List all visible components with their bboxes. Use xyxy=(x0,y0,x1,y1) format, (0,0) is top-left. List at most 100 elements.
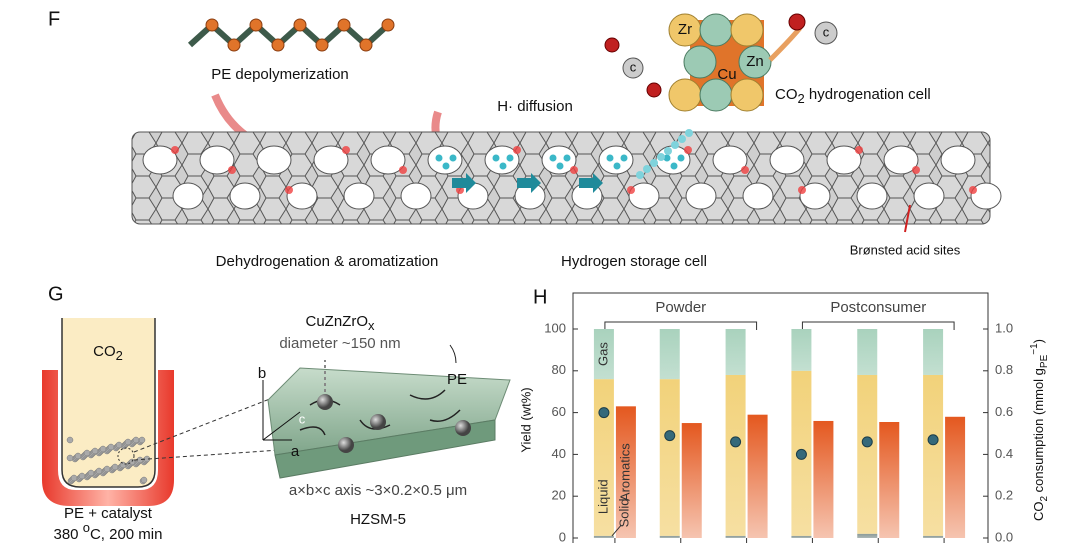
atom-label: Zr xyxy=(678,21,692,38)
atom-o xyxy=(646,82,662,98)
co2-dot xyxy=(664,430,676,442)
bead xyxy=(78,472,86,480)
label: CO2 hydrogenation cell xyxy=(775,86,931,106)
label: diameter ~150 nm xyxy=(279,335,400,352)
zoom-circle xyxy=(117,447,135,465)
acid-site xyxy=(513,146,521,154)
series-label: Gas xyxy=(595,342,610,366)
y2-tick-label: 0.4 xyxy=(995,446,1013,461)
acid-site xyxy=(684,146,692,154)
pore xyxy=(541,145,577,175)
heating-jacket xyxy=(42,370,174,506)
stacked-bar xyxy=(923,535,944,538)
atom-zr xyxy=(730,78,764,112)
pore xyxy=(199,145,235,175)
crystal-axes xyxy=(262,380,301,441)
pores xyxy=(142,129,1002,210)
co2-dot xyxy=(861,436,873,448)
flow-arrow xyxy=(517,173,541,193)
hydrogen xyxy=(549,154,557,162)
pore xyxy=(742,182,774,210)
stacked-bar xyxy=(659,379,680,536)
bead xyxy=(99,445,107,453)
pore xyxy=(400,182,432,210)
flow-arrow xyxy=(452,173,476,193)
atom-label: c xyxy=(823,24,830,39)
group-bracket xyxy=(801,321,955,330)
acid-site xyxy=(342,146,350,154)
y2-tick-label: 0.6 xyxy=(995,404,1013,419)
pore xyxy=(598,145,634,175)
hydrogen xyxy=(606,154,614,162)
atom xyxy=(359,38,373,52)
pore xyxy=(712,145,748,175)
bar xyxy=(681,423,702,538)
series-label: Solid xyxy=(616,498,631,527)
text: CO xyxy=(1031,502,1046,522)
pore xyxy=(685,182,717,210)
hydrogen xyxy=(650,159,658,167)
label: H· diffusion xyxy=(497,98,573,115)
bead xyxy=(128,458,136,466)
pore xyxy=(970,182,1002,210)
panel-f: F PE depolymerization H· diffusion Zr Zn… xyxy=(48,8,1002,270)
bead xyxy=(83,449,91,457)
group-bracket xyxy=(604,321,758,330)
text: CO xyxy=(775,86,798,103)
pe-chain xyxy=(187,20,391,50)
arrow xyxy=(211,93,248,139)
bead xyxy=(107,443,115,451)
bar xyxy=(945,416,966,538)
solid-pointer xyxy=(611,525,622,537)
axis-label: a xyxy=(291,443,300,460)
series-label: Liquid xyxy=(595,479,610,514)
label: CuZnZrOx xyxy=(305,313,375,333)
pore xyxy=(628,182,660,210)
atom xyxy=(271,38,285,52)
atom-o xyxy=(788,13,806,31)
hydrogen xyxy=(636,171,644,179)
cluster: Zr Zn Cu xyxy=(668,13,772,112)
stacked-bar xyxy=(857,374,878,534)
bead xyxy=(66,436,74,444)
text: consumption (mmol g xyxy=(1031,368,1046,496)
catalyst-particle xyxy=(317,394,333,410)
subscript: 2 xyxy=(798,91,805,106)
label: CO2 xyxy=(93,343,123,363)
stacked-bar xyxy=(857,329,878,375)
y2-tick-label: 1.0 xyxy=(995,320,1013,335)
atom xyxy=(337,18,351,32)
bead xyxy=(103,465,111,473)
acid-site xyxy=(228,166,236,174)
pore xyxy=(856,182,888,210)
y2-tick-label: 0.2 xyxy=(995,488,1013,503)
y-tick-label: 0 xyxy=(559,529,566,543)
hydrogen xyxy=(442,162,450,170)
crystal-side xyxy=(274,419,496,479)
acid-site xyxy=(399,166,407,174)
atom-c xyxy=(814,21,838,45)
subscript: 2 xyxy=(116,348,123,363)
label: PE depolymerization xyxy=(211,66,349,83)
chain-atoms xyxy=(205,18,395,52)
acid-site xyxy=(741,166,749,174)
atom xyxy=(205,18,219,32)
atom-zr xyxy=(668,78,702,112)
label: HZSM-5 xyxy=(350,511,406,528)
catalyst-particle xyxy=(338,437,354,453)
stacked-bar xyxy=(659,329,680,380)
text: CuZnZrO xyxy=(305,313,368,330)
stacked-bar xyxy=(791,535,812,538)
text: hydrogenation cell xyxy=(805,86,931,103)
atom-zn xyxy=(683,45,717,79)
bead xyxy=(74,452,82,460)
y2-tick-label: 0.8 xyxy=(995,362,1013,377)
pore xyxy=(229,182,261,210)
group-label: Powder xyxy=(655,299,706,316)
hydrogen xyxy=(435,154,443,162)
pore xyxy=(313,145,349,175)
pore xyxy=(769,145,805,175)
stacked-bar xyxy=(791,329,812,371)
pore xyxy=(286,182,318,210)
co2-dot xyxy=(795,448,807,460)
